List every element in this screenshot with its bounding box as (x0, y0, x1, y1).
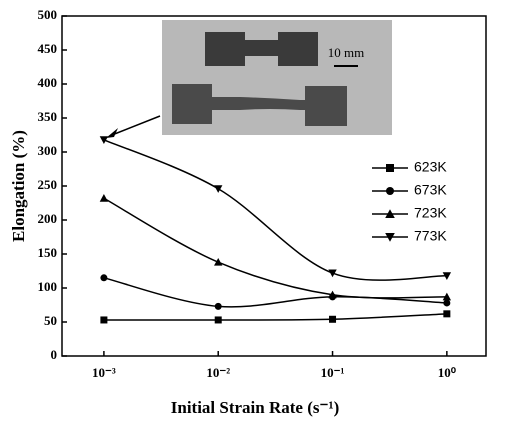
specimen-top (205, 32, 318, 66)
y-tick-label: 50 (44, 313, 57, 328)
y-tick-label: 500 (38, 7, 58, 22)
marker (99, 136, 109, 144)
marker (214, 185, 223, 193)
x-axis-title: Initial Strain Rate (s⁻¹) (171, 398, 339, 417)
marker (214, 302, 222, 310)
legend-marker (385, 233, 395, 242)
marker (443, 299, 451, 307)
arrow-head (106, 128, 118, 138)
series-line (103, 197, 447, 299)
series-line (103, 313, 447, 321)
y-tick-label: 400 (38, 75, 58, 90)
y-tick-label: 200 (38, 211, 58, 226)
scale-label: 10 mm (328, 45, 364, 60)
marker (328, 269, 337, 278)
marker (442, 292, 452, 301)
legend-marker (386, 187, 394, 195)
y-tick-label: 350 (38, 109, 58, 124)
series-line (103, 277, 447, 308)
marker (442, 272, 452, 280)
legend-marker (385, 209, 395, 218)
specimen-bottom (172, 84, 347, 126)
y-tick-label: 100 (38, 279, 58, 294)
series-line (103, 139, 447, 281)
legend-label: 623K (414, 159, 447, 175)
marker (99, 194, 109, 202)
y-axis-title: Elongation (%) (9, 130, 28, 242)
x-tick-label: 10⁰ (438, 365, 457, 380)
x-tick-label: 10⁻² (206, 365, 230, 380)
marker (214, 257, 223, 266)
marker (329, 315, 337, 323)
legend-label: 723K (414, 205, 447, 221)
annotation-arrow (111, 115, 161, 136)
y-tick-label: 300 (38, 143, 58, 158)
marker (328, 290, 337, 299)
x-tick-label: 10⁻³ (92, 365, 116, 380)
marker (214, 316, 222, 324)
x-tick-label: 10⁻¹ (321, 365, 345, 380)
legend-marker (386, 164, 394, 172)
y-tick-label: 150 (38, 245, 58, 260)
legend-label: 773K (414, 228, 447, 244)
y-tick-label: 0 (51, 347, 58, 362)
y-tick-label: 450 (38, 41, 58, 56)
marker (443, 310, 451, 318)
inset-photo: 10 mm (162, 20, 392, 135)
marker (100, 274, 108, 282)
legend-label: 673K (414, 182, 447, 198)
marker (100, 316, 108, 324)
y-tick-label: 250 (38, 177, 58, 192)
